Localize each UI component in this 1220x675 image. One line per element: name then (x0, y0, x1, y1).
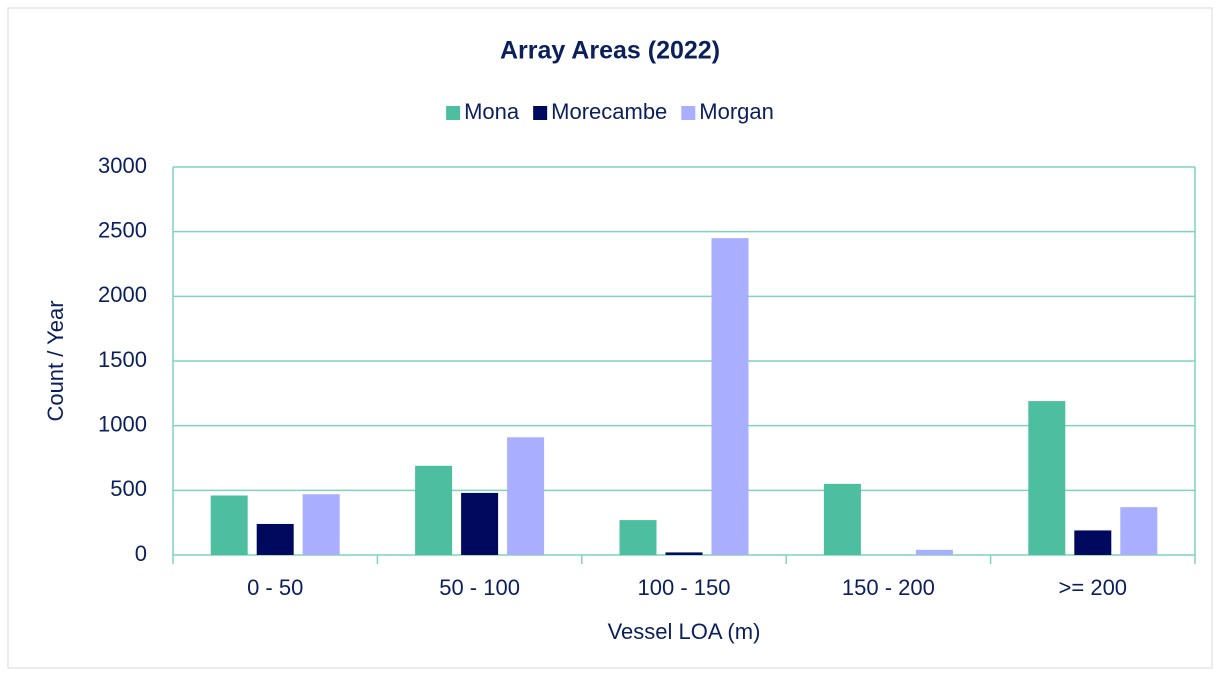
y-tick-label: 0 (135, 541, 147, 566)
bar (1074, 530, 1112, 555)
x-tick-label: 150 - 200 (842, 575, 935, 600)
y-tick-label: 2000 (98, 282, 147, 307)
bar (210, 495, 248, 555)
legend-swatch (446, 106, 461, 120)
bar (302, 494, 340, 555)
bar (461, 492, 499, 555)
bar (415, 465, 453, 555)
bar (619, 520, 657, 555)
legend-swatch (533, 106, 548, 120)
chart-title: Array Areas (2022) (500, 37, 720, 65)
chart-border (7, 7, 1213, 669)
x-tick-label: 0 - 50 (247, 575, 303, 600)
legend-swatch (681, 106, 696, 120)
x-tick-label: >= 200 (1059, 575, 1128, 600)
bar (1028, 401, 1066, 555)
bar (256, 523, 294, 555)
bar (1120, 507, 1158, 555)
bar (711, 238, 749, 555)
bar (665, 552, 703, 555)
y-tick-label: 1000 (98, 411, 147, 436)
bar (507, 437, 545, 555)
x-tick-label: 50 - 100 (439, 575, 520, 600)
legend-label: Mona (464, 99, 520, 124)
x-tick-label: 100 - 150 (638, 575, 731, 600)
legend-label: Morecambe (551, 99, 667, 124)
bar (823, 483, 861, 555)
y-tick-label: 1500 (98, 347, 147, 372)
legend-label: Morgan (699, 99, 774, 124)
x-axis-label: Vessel LOA (m) (608, 619, 761, 644)
y-tick-label: 2500 (98, 217, 147, 242)
bar (915, 549, 953, 555)
y-tick-label: 3000 (98, 153, 147, 178)
y-axis-label: Count / Year (43, 300, 68, 421)
y-tick-label: 500 (110, 476, 147, 501)
